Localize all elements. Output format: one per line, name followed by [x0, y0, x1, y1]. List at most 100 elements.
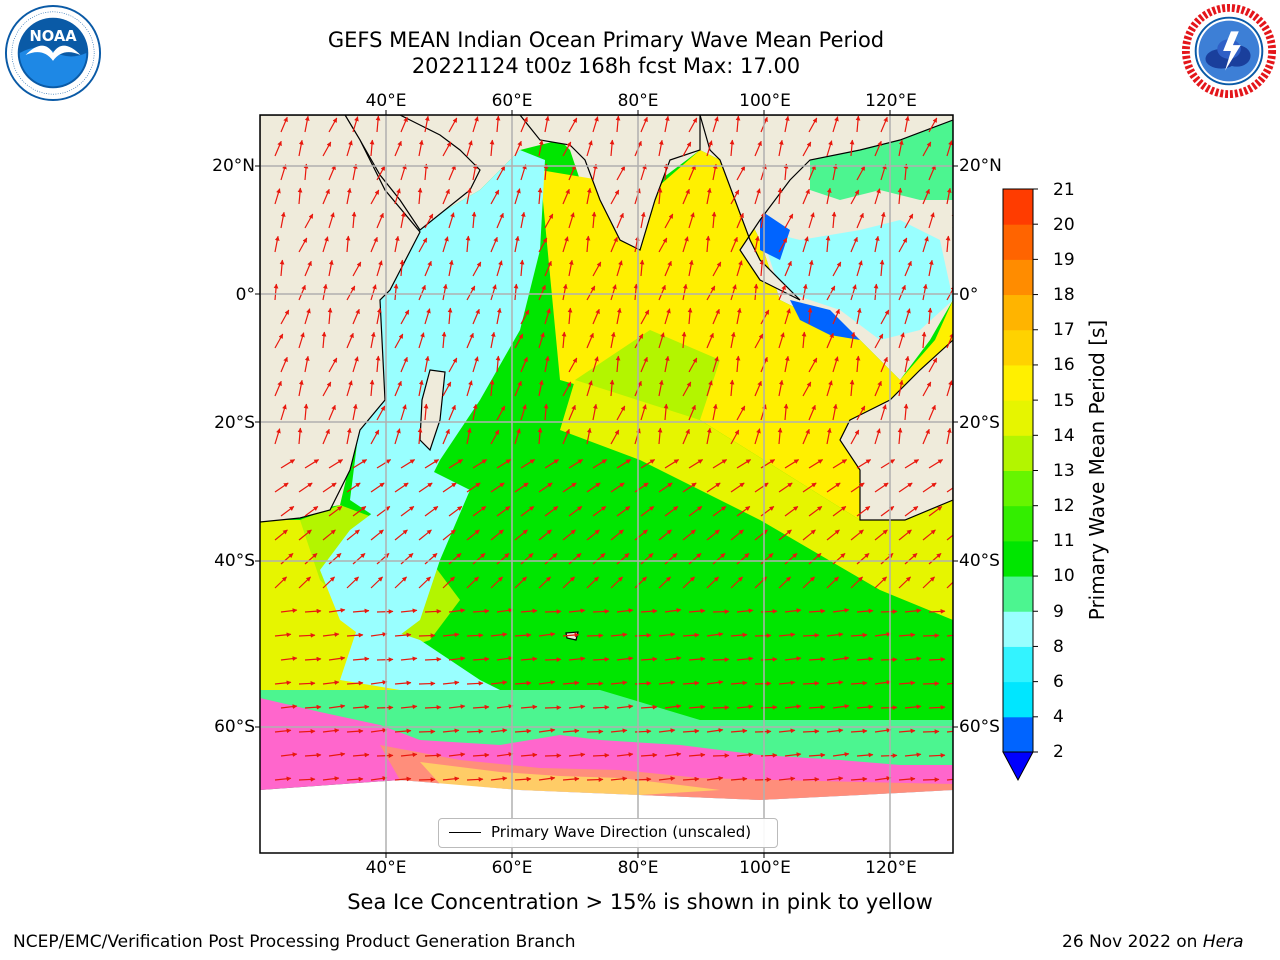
wave-direction-arrow: [592, 608, 610, 614]
wave-direction-arrow: [777, 427, 783, 445]
wave-direction-arrow: [352, 704, 370, 710]
wave-direction-arrow: [736, 656, 754, 662]
wave-direction-arrow: [922, 188, 930, 205]
wave-direction-arrow: [400, 505, 415, 517]
wave-direction-arrow: [298, 776, 316, 782]
wave-direction-arrow: [274, 576, 287, 589]
wave-direction-arrow: [688, 404, 696, 421]
wave-direction-arrow: [328, 259, 334, 277]
wave-direction-arrow: [513, 283, 519, 301]
wave-direction-arrow: [850, 284, 857, 301]
wave-direction-arrow: [322, 236, 329, 253]
wave-direction-arrow: [304, 752, 322, 758]
wave-direction-arrow: [376, 165, 386, 181]
wave-direction-arrow: [682, 776, 700, 782]
colorbar-segment: [1003, 681, 1033, 718]
wave-direction-arrow: [736, 307, 742, 325]
map-legend: Primary Wave Direction (unscaled): [438, 818, 778, 848]
wave-direction-arrow: [802, 576, 815, 589]
wave-direction-arrow: [447, 307, 453, 325]
wave-direction-arrow: [274, 140, 282, 157]
wave-direction-arrow: [658, 139, 664, 157]
wave-direction-arrow: [472, 608, 490, 614]
colorbar-tick: 14: [1053, 426, 1075, 446]
wave-direction-arrow: [736, 260, 743, 277]
wave-direction-arrow: [808, 404, 816, 421]
colorbar-label: Primary Wave Mean Period [s]: [1085, 319, 1109, 621]
wave-direction-arrow: [562, 529, 576, 541]
wave-direction-arrow: [472, 308, 480, 325]
left-tick-label: 40°S: [214, 551, 255, 571]
wave-direction-arrow: [736, 459, 752, 469]
wave-direction-arrow: [754, 633, 772, 638]
colorbar-segment: [1003, 259, 1033, 296]
wave-direction-arrow: [352, 552, 366, 565]
wave-direction-arrow: [928, 552, 942, 565]
wave-direction-arrow: [778, 728, 796, 734]
wave-direction-arrow: [328, 751, 346, 757]
wave-direction-arrow: [897, 427, 903, 445]
wave-direction-arrow: [568, 505, 583, 517]
wave-direction-arrow: [880, 505, 895, 517]
wave-direction-arrow: [514, 728, 532, 734]
wave-direction-arrow: [328, 117, 338, 133]
wave-direction-arrow: [688, 656, 706, 662]
wave-direction-arrow: [778, 482, 793, 493]
wave-direction-arrow: [729, 139, 735, 157]
wave-direction-arrow: [298, 284, 306, 301]
wave-direction-arrow: [352, 163, 358, 181]
colorbar-tick: 4: [1053, 707, 1064, 727]
wave-direction-arrow: [274, 482, 289, 493]
wave-direction-arrow: [352, 459, 368, 469]
colorbar-tick: 17: [1053, 320, 1075, 340]
wave-direction-arrow: [304, 608, 322, 614]
wave-direction-arrow: [784, 115, 790, 133]
wave-direction-arrow: [784, 355, 790, 373]
wave-direction-arrow: [706, 427, 712, 445]
bottom-tick-label: 120°E: [865, 858, 917, 878]
wave-direction-arrow: [538, 332, 545, 349]
wave-direction-arrow: [706, 679, 724, 685]
wave-direction-arrow: [664, 213, 674, 229]
wave-direction-arrow: [712, 753, 730, 758]
wave-direction-arrow: [856, 656, 874, 662]
wave-direction-arrow: [472, 552, 486, 565]
wave-direction-arrow: [760, 505, 775, 517]
wave-direction-arrow: [688, 117, 698, 133]
wave-direction-arrow: [778, 576, 791, 589]
wave-direction-arrow: [874, 188, 881, 205]
wave-direction-arrow: [466, 680, 484, 686]
wave-direction-arrow: [394, 428, 401, 445]
wave-direction-arrow: [616, 260, 623, 277]
wave-direction-arrow: [898, 139, 904, 157]
wave-direction-arrow: [496, 552, 510, 565]
wave-direction-arrow: [376, 657, 394, 662]
wave-direction-arrow: [946, 332, 953, 349]
wave-direction-arrow: [370, 482, 385, 493]
bottom-tick-label: 40°E: [365, 858, 407, 878]
wave-direction-arrow: [802, 141, 812, 157]
wave-direction-arrow: [610, 189, 620, 205]
wave-direction-arrow: [688, 704, 706, 710]
wave-direction-arrow: [808, 704, 826, 710]
wave-direction-arrow: [808, 164, 816, 181]
wave-direction-arrow: [922, 482, 937, 493]
wave-direction-arrow: [520, 608, 538, 614]
wave-direction-arrow: [952, 515, 953, 516]
wave-direction-arrow: [922, 283, 928, 301]
wave-direction-arrow: [874, 775, 892, 781]
wave-direction-arrow: [369, 139, 375, 157]
wave-direction-arrow: [640, 356, 648, 373]
wave-direction-arrow: [424, 752, 442, 758]
wave-direction-arrow: [394, 632, 412, 638]
wave-direction-arrow: [567, 307, 573, 325]
wave-direction-arrow: [754, 428, 761, 445]
wave-direction-arrow: [928, 259, 934, 277]
wave-direction-arrow: [778, 139, 784, 157]
wave-direction-arrow: [856, 608, 874, 614]
wave-direction-arrow: [634, 529, 648, 541]
wave-direction-arrow: [274, 776, 292, 782]
wave-direction-arrow: [538, 237, 548, 253]
wave-direction-arrow: [400, 459, 416, 469]
wave-direction-arrow: [706, 380, 713, 397]
